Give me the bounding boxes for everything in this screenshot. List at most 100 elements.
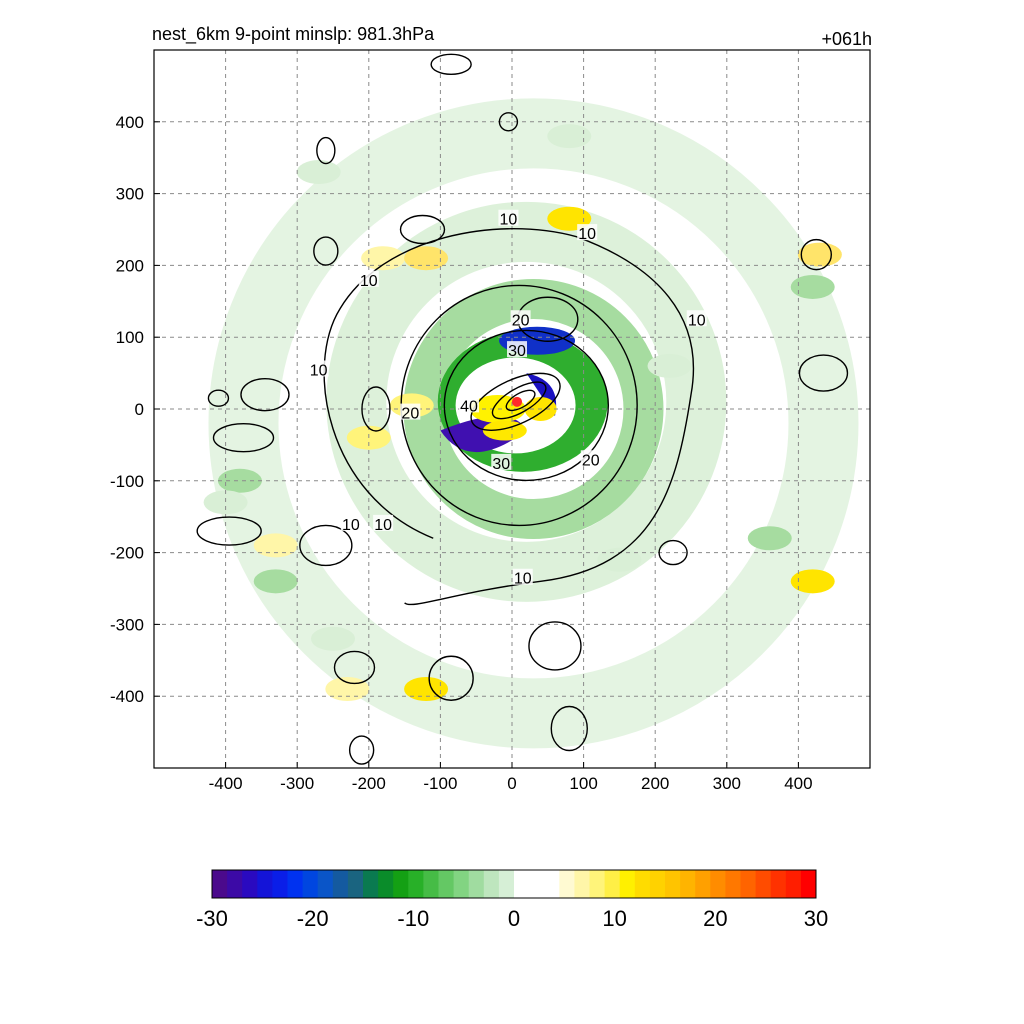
colorbar-swatch xyxy=(589,870,606,898)
contour-10 xyxy=(323,228,695,606)
colorbar-swatch xyxy=(619,870,636,898)
colorbar-swatch xyxy=(378,870,394,898)
contour-label-bg xyxy=(491,453,512,470)
x-tick-label: 400 xyxy=(784,774,812,793)
contour-label: 10 xyxy=(514,571,532,588)
contour-label: 10 xyxy=(688,312,706,329)
contour-label: 20 xyxy=(401,406,419,423)
colorbar-swatch xyxy=(438,870,455,898)
colorbar-tick-label: 20 xyxy=(703,906,727,931)
shading-patch xyxy=(253,533,298,558)
shading-patch xyxy=(747,526,792,551)
colorbar-swatch xyxy=(725,870,741,898)
y-tick-label: 200 xyxy=(116,256,144,275)
contour-label-bg xyxy=(498,209,519,226)
colorbar-swatch xyxy=(634,870,651,898)
colorbar-swatch xyxy=(680,870,696,898)
colorbar-swatch xyxy=(408,870,424,898)
contour-small xyxy=(313,236,339,266)
colorbar-swatch xyxy=(800,870,817,898)
forecast-hour-label: +061h xyxy=(821,29,872,49)
x-tick-label: 100 xyxy=(569,774,597,793)
shading-patch xyxy=(296,160,341,185)
contour-small xyxy=(348,735,375,765)
colorbar-swatch xyxy=(423,870,439,898)
contour-label-bg xyxy=(400,403,421,420)
x-tick-label: -200 xyxy=(352,774,386,793)
y-tick-label: -200 xyxy=(110,544,144,563)
shading-patch xyxy=(597,547,642,572)
contour-label: 20 xyxy=(512,312,530,329)
y-tick-label: -300 xyxy=(110,615,144,634)
colorbar-swatch xyxy=(740,870,757,898)
contour-small xyxy=(498,112,519,132)
shading-patch xyxy=(217,468,262,493)
contour-60 xyxy=(505,389,536,412)
contour-label-bg xyxy=(358,270,379,287)
colorbar-swatch xyxy=(257,870,273,898)
contour-label-bg xyxy=(580,450,601,467)
colorbar-frame xyxy=(211,869,817,899)
contour-small xyxy=(196,516,262,546)
contour-label-bg xyxy=(686,310,707,327)
colorbar xyxy=(211,869,817,899)
contour-label: 10 xyxy=(310,363,328,380)
y-tick-label: 300 xyxy=(116,185,144,204)
chart-title: nest_6km 9-point minslp: 981.3hPa xyxy=(152,24,435,45)
colorbar-swatch xyxy=(393,870,409,898)
contour-40 xyxy=(470,372,561,431)
colorbar-swatch xyxy=(212,870,228,898)
colorbar-swatch xyxy=(347,870,364,898)
contour-label-bg xyxy=(373,514,394,531)
x-tick-label: -300 xyxy=(280,774,314,793)
shading-patch xyxy=(797,242,842,267)
plot-area: 10 10 10 10 10 20 30 40 20 30 20 10 10 10 xyxy=(154,50,870,768)
shading-patch xyxy=(203,490,248,515)
contour-label: 10 xyxy=(342,517,360,534)
x-axis: -400 -300 -200 -100 0 100 200 300 400 xyxy=(209,762,813,793)
contour-small xyxy=(528,621,582,671)
colorbar-swatch xyxy=(649,870,666,898)
x-tick-label: 0 xyxy=(507,774,516,793)
contour-label-bg xyxy=(507,341,528,358)
contour-label: 10 xyxy=(374,517,392,534)
colorbar-swatch xyxy=(785,870,802,898)
contour-small xyxy=(316,136,336,165)
colorbar-swatch xyxy=(302,870,319,898)
contour-label-bg xyxy=(510,310,531,327)
x-tick-label: -400 xyxy=(209,774,243,793)
shading-patch xyxy=(547,124,592,149)
contour-small xyxy=(658,539,688,566)
colorbar-swatch xyxy=(227,870,243,898)
contour-small xyxy=(399,214,446,245)
contour-small xyxy=(299,524,353,567)
shading-patch xyxy=(790,274,835,299)
colorbar-swatch xyxy=(272,870,288,898)
contour-label: 20 xyxy=(582,452,600,469)
colorbar-swatch xyxy=(287,870,304,898)
contour-label: 10 xyxy=(360,273,378,290)
contour-50 xyxy=(491,381,547,420)
colorbar-swatch xyxy=(514,870,530,898)
colorbar-tick-label: 0 xyxy=(508,906,520,931)
contour-small xyxy=(361,386,391,432)
x-tick-label: 300 xyxy=(713,774,741,793)
y-tick-label: 400 xyxy=(116,113,144,132)
contour-small xyxy=(550,705,588,752)
y-tick-label: 0 xyxy=(135,400,144,419)
contour-small xyxy=(798,354,849,392)
contour-small xyxy=(800,238,832,271)
colorbar-tick-label: 30 xyxy=(804,906,828,931)
contour-label: 30 xyxy=(492,456,510,473)
colorbar-swatch xyxy=(498,870,515,898)
colorbar-swatch xyxy=(755,870,772,898)
colorbar-swatch xyxy=(242,870,258,898)
colorbar-tick-label: -10 xyxy=(397,906,429,931)
colorbar-swatch xyxy=(544,870,560,898)
contour-small xyxy=(430,53,472,76)
colorbar-swatch xyxy=(665,870,681,898)
contour-label: 30 xyxy=(508,343,526,360)
x-tick-label: 200 xyxy=(641,774,669,793)
contour-label-bg xyxy=(308,360,329,377)
